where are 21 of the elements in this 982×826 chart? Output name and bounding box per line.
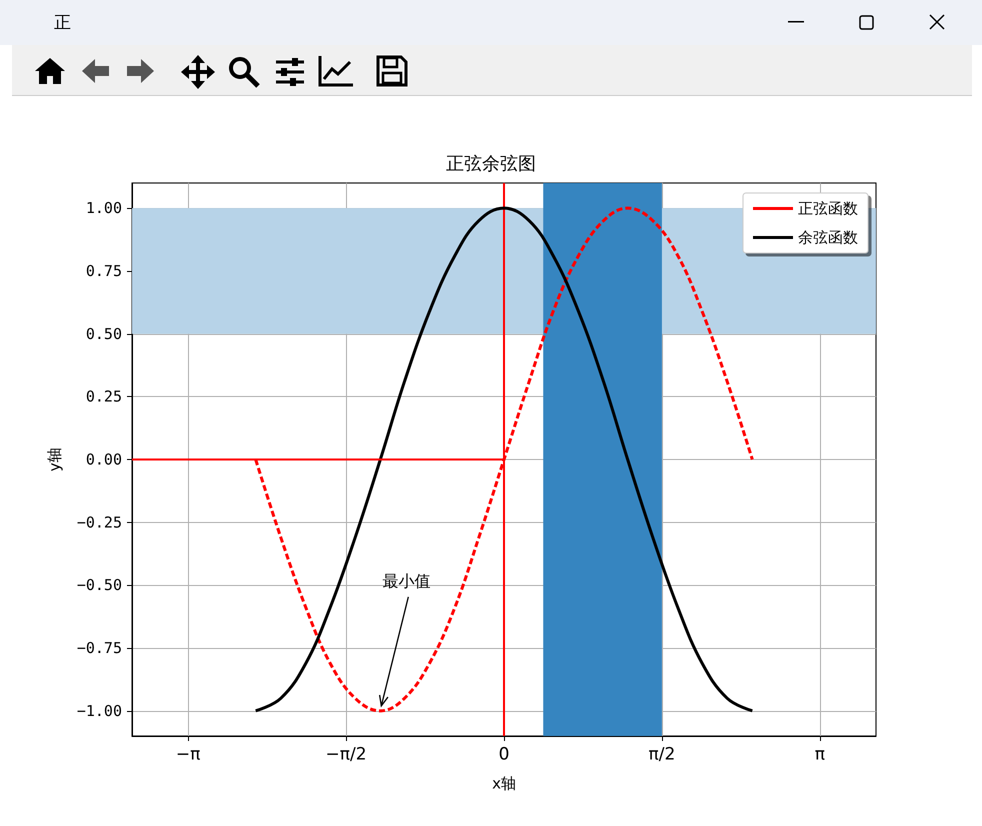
legend-label: 余弦函数 — [798, 228, 858, 246]
y-tick-label: −0.50 — [76, 576, 122, 594]
x-tick-label: −π/2 — [326, 744, 367, 764]
chart-title: 正弦余弦图 — [446, 154, 536, 174]
x-tick-label: −π — [176, 744, 200, 764]
legend-label: 正弦函数 — [798, 200, 858, 218]
x-tick-label: 0 — [498, 744, 510, 764]
y-tick-label: −0.75 — [76, 639, 122, 658]
y-tick-label: 0.25 — [86, 388, 122, 406]
y-tick-label: 0.50 — [86, 324, 122, 343]
y-tick-label: −1.00 — [76, 702, 122, 720]
y-tick-label: −0.25 — [76, 513, 122, 532]
x-tick-label: π — [814, 744, 825, 764]
y-tick-label: 1.00 — [86, 199, 122, 218]
annotation: 最小值 — [382, 571, 430, 590]
x-axis-title: x轴 — [492, 774, 516, 792]
text: 正 — [54, 12, 71, 34]
x-tick-label: π/2 — [648, 744, 676, 764]
y-tick-label: 0.75 — [86, 262, 122, 280]
y-axis-title: y轴 — [46, 448, 64, 472]
y-tick-label: 0.00 — [86, 450, 122, 468]
